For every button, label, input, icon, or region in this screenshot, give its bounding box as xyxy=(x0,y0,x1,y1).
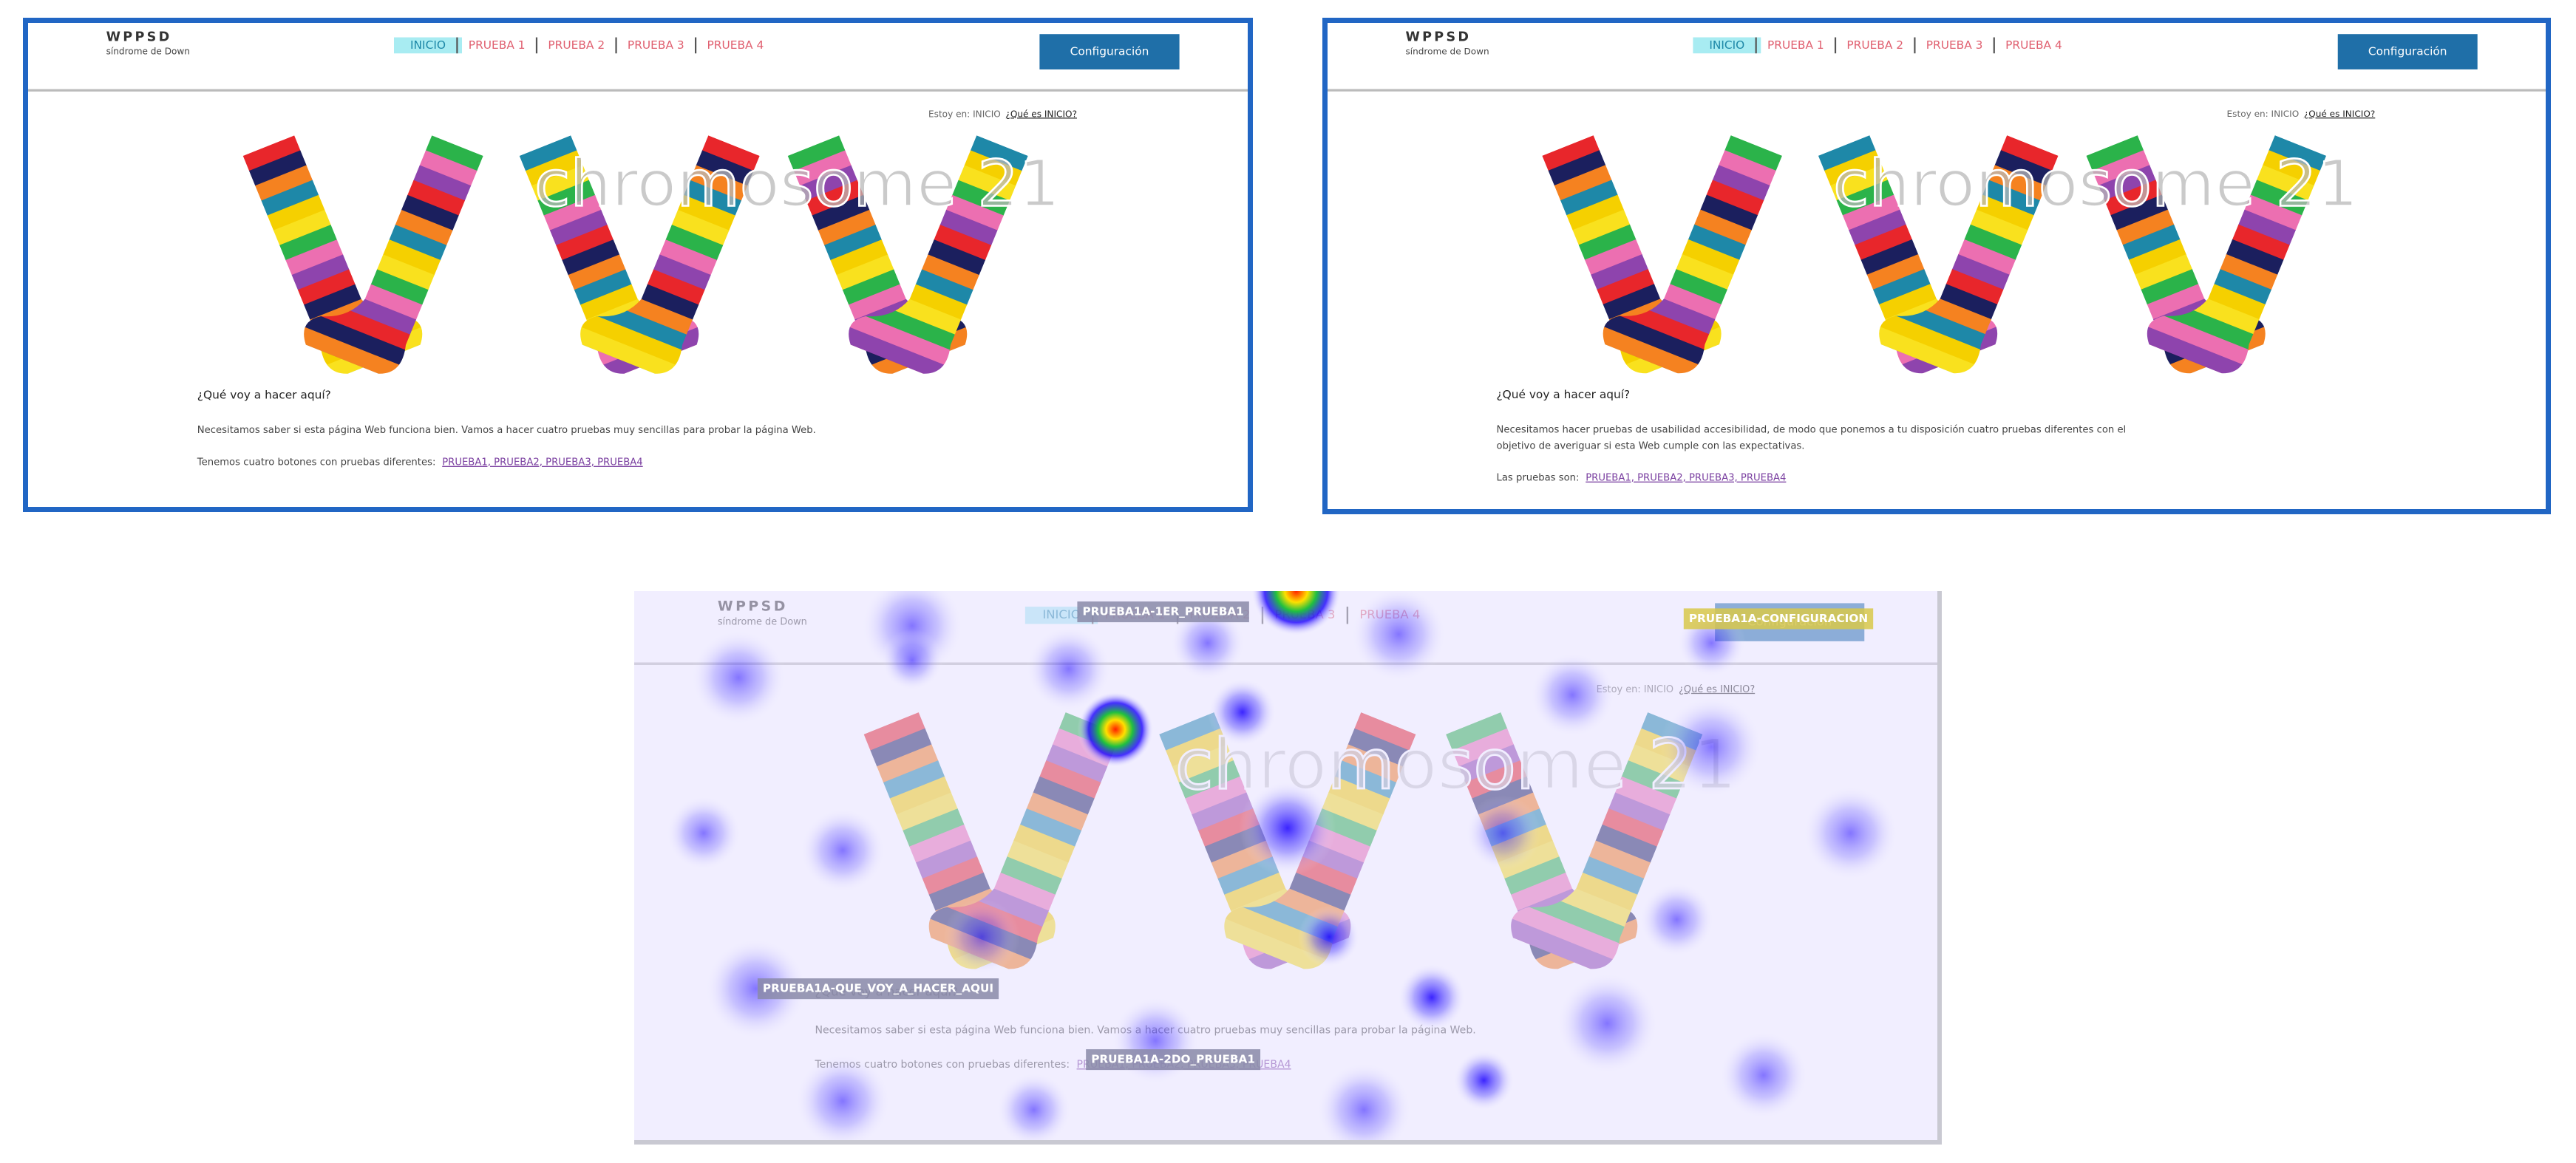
heat-blob xyxy=(1315,1061,1413,1140)
breadcrumb-link[interactable]: ¿Qué es INICIO? xyxy=(2304,109,2375,119)
logo: WPPSD xyxy=(1405,30,1471,45)
nav-item[interactable]: PRUEBA 1 xyxy=(1767,38,1824,52)
heat-blob xyxy=(1239,780,1336,877)
heat-blob xyxy=(1207,677,1277,747)
heatmap-label-box xyxy=(757,978,999,1000)
test-links[interactable]: PRUEBA1, PRUEBA2, PRUEBA3, PRUEBA4 xyxy=(1586,473,1786,484)
nav-highlight xyxy=(394,37,463,54)
paragraph: Necesitamos saber si esta página Web fun… xyxy=(197,425,816,436)
heatmap-label: PRUEBA1A-QUE_VOY_A_HACER_AQUI xyxy=(763,982,993,995)
heat-blob xyxy=(995,1071,1073,1140)
stripe xyxy=(1874,317,2038,380)
logo-subtitle: síndrome de Down xyxy=(1405,47,1489,57)
section-heading: ¿Qué voy a hacer aquí? xyxy=(1497,388,1631,401)
heat-blob xyxy=(943,898,1020,975)
links-intro: Tenemos cuatro botones con pruebas difer… xyxy=(197,457,436,468)
heat-blob xyxy=(1464,795,1542,872)
heatmap xyxy=(634,591,1937,1140)
stripe xyxy=(299,318,463,381)
heat-blob xyxy=(1801,785,1900,882)
stripe xyxy=(1598,317,1762,380)
paragraph: Necesitamos hacer pruebas de usabilidad … xyxy=(1497,425,2127,436)
heat-blob xyxy=(704,936,809,1041)
breadcrumb-link[interactable]: ¿Qué es INICIO? xyxy=(1005,109,1077,119)
heat-blob xyxy=(1452,1049,1515,1112)
heat-hotspot xyxy=(1251,591,1342,636)
config-button[interactable] xyxy=(1039,34,1180,69)
heat-blob xyxy=(1169,604,1246,681)
heat-blob xyxy=(1297,905,1361,969)
nav-item[interactable]: PRUEBA 2 xyxy=(1846,38,1903,52)
nav-item[interactable]: PRUEBA 3 xyxy=(628,38,684,52)
heat-blob xyxy=(799,807,886,894)
web-page: WPPSD síndrome de Down INICIO PRUEBA 1 PRUEB… xyxy=(28,30,1248,468)
config-button-label[interactable]: Configuración xyxy=(2368,45,2447,58)
nav-highlight xyxy=(1693,37,1761,54)
heatmap-label: PRUEBA1A-2DO_PRUEBA1 xyxy=(1091,1053,1255,1066)
nav-item[interactable]: PRUEBA 1 xyxy=(469,38,526,52)
breadcrumb: Estoy en: INICIO xyxy=(2227,109,2300,119)
heat-blob xyxy=(880,629,944,692)
nav-item[interactable]: PRUEBA 2 xyxy=(548,38,605,52)
nav-item[interactable]: PRUEBA 4 xyxy=(2005,38,2062,52)
nav-item[interactable]: PRUEBA 3 xyxy=(1926,38,1983,52)
logo-subtitle: síndrome de Down xyxy=(106,47,190,57)
web-page: WPPSD síndrome de Down INICIO PRUEBA 1 PRUEB… xyxy=(1328,30,2546,484)
stripe xyxy=(843,318,1008,381)
nav-item[interactable]: INICIO xyxy=(1709,38,1744,52)
heat-blob xyxy=(1024,625,1112,712)
config-button-label[interactable]: Configuración xyxy=(1070,45,1149,58)
links-intro: Las pruebas son: xyxy=(1497,473,1580,484)
config-button[interactable] xyxy=(2337,34,2478,69)
screenshot-panel: WPPSD síndrome de Down INICIO PRUEBA 1 PRUEB… xyxy=(1322,18,2551,514)
heatmap-label-box xyxy=(1077,601,1249,623)
watermark: chromosome 21 xyxy=(1833,146,2358,221)
heat-hotspot xyxy=(1077,691,1154,768)
heat-blob xyxy=(1638,881,1716,958)
heatmap-label-box xyxy=(1086,1049,1261,1071)
heat-blob xyxy=(1110,995,1201,1086)
nav-item[interactable]: PRUEBA 4 xyxy=(707,38,764,52)
heat-blob xyxy=(1396,963,1467,1032)
breadcrumb: Estoy en: INICIO xyxy=(928,109,1001,119)
nav-item[interactable]: INICIO xyxy=(410,38,446,52)
section-heading: ¿Qué voy a hacer aquí? xyxy=(197,389,331,402)
paragraph: objetivo de averiguar si esta Web cumple… xyxy=(1497,440,1805,451)
stripe xyxy=(575,318,740,381)
stripe xyxy=(2142,317,2306,380)
heat-blob xyxy=(1718,1030,1809,1120)
heat-blob xyxy=(1529,651,1617,738)
test-links[interactable]: PRUEBA1, PRUEBA2, PRUEBA3, PRUEBA4 xyxy=(442,457,642,468)
heatmap-label: PRUEBA1A-1ER_PRUEBA1 xyxy=(1082,605,1243,618)
screenshot-panel: WPPSD síndrome de Down INICIO PRUEBA 1 PRUEB… xyxy=(23,18,1253,512)
heatmap-label-box xyxy=(1683,608,1874,630)
logo: WPPSD xyxy=(106,30,172,45)
watermark: chromosome 21 xyxy=(534,146,1060,221)
heat-blob xyxy=(690,629,787,726)
heat-blob xyxy=(1659,695,1764,799)
heatmap-label: PRUEBA1A-CONFIGURACION xyxy=(1689,612,1868,625)
heat-blob xyxy=(794,1052,891,1140)
heat-blob xyxy=(1554,971,1659,1076)
heat-blob xyxy=(665,795,742,872)
heat-blob xyxy=(1350,591,1448,683)
